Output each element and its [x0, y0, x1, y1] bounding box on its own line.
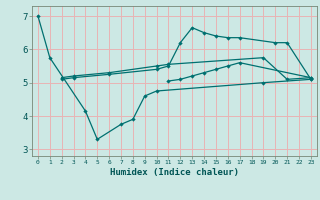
X-axis label: Humidex (Indice chaleur): Humidex (Indice chaleur): [110, 168, 239, 177]
